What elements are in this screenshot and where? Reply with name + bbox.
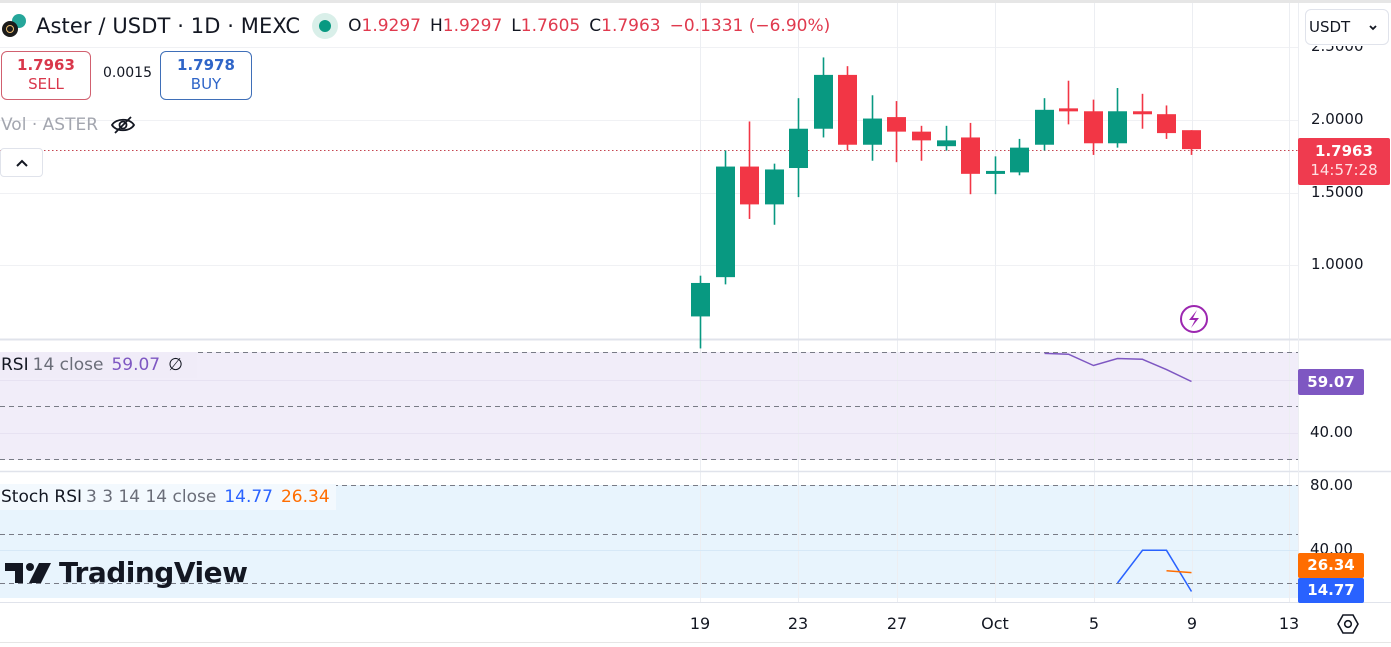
time-axis-label: 13 [1278, 614, 1300, 633]
candle [1084, 99, 1103, 155]
buy-button[interactable]: 1.7978 BUY [160, 51, 252, 100]
rsi-value-badge: 59.07 [1298, 369, 1364, 395]
rsi-name: RSI [1, 355, 29, 375]
rsi-axis-label: 40.00 [1310, 423, 1353, 441]
collapse-legend-button[interactable] [0, 148, 43, 177]
candle [691, 275, 710, 349]
candle [1108, 87, 1127, 148]
candlestick-series [691, 57, 1201, 349]
candle [1182, 130, 1201, 155]
open-label: O [348, 16, 362, 36]
low-value: 1.7605 [520, 16, 581, 36]
volume-legend[interactable]: Vol · ASTER [1, 115, 136, 135]
rsi-legend[interactable]: RSI 14 close 59.07 ∅ [0, 352, 197, 378]
candle [912, 125, 931, 161]
price-axis-label: 2.5000 [1311, 37, 1364, 55]
sell-price: 1.7963 [17, 56, 75, 74]
candle [716, 150, 735, 285]
time-axis-label: Oct [981, 614, 1009, 633]
stoch-k-line [1116, 549, 1193, 592]
candle [1059, 80, 1078, 125]
low-label: L [511, 16, 521, 36]
time-axis-label: 19 [689, 614, 711, 633]
candle [765, 163, 784, 225]
candle [887, 101, 906, 163]
open-value: 1.9297 [361, 16, 421, 36]
stoch-axis-label-80: 80.00 [1310, 476, 1353, 494]
currency-value: USDT [1309, 18, 1351, 36]
candle [961, 122, 980, 195]
aster-logo-icon [2, 11, 32, 41]
volume-label: Vol · ASTER [1, 115, 99, 135]
rsi-value: 59.07 [111, 355, 161, 375]
candle [1035, 98, 1054, 151]
spread-value: 0.0015 [103, 65, 152, 81]
high-label: H [430, 16, 443, 36]
tradingview-mark-icon [5, 562, 51, 583]
buy-price: 1.7978 [177, 56, 235, 74]
candle [1157, 105, 1176, 139]
candle [789, 98, 808, 198]
candle [1133, 93, 1152, 129]
stoch-d-badge: 26.34 [1298, 553, 1364, 578]
stoch-d-line [1166, 570, 1192, 574]
rsi-empty-value: ∅ [168, 355, 183, 375]
price-change: −0.1331 (−6.90%) [669, 16, 831, 36]
high-value: 1.9297 [442, 16, 503, 36]
top-border [0, 0, 1391, 3]
close-label: C [589, 16, 602, 36]
candle [986, 156, 1005, 195]
close-value: 1.7963 [601, 16, 661, 36]
sell-button[interactable]: 1.7963 SELL [1, 51, 91, 100]
candle [814, 57, 833, 138]
tradingview-logo[interactable]: TradingView [5, 556, 248, 589]
eye-off-icon[interactable] [110, 115, 136, 135]
bottom-border [0, 642, 1391, 643]
stoch-k-value: 14.77 [224, 487, 273, 507]
rsi-params: 14 close [32, 355, 104, 375]
market-open-status-icon[interactable] [312, 13, 339, 39]
sell-label: SELL [28, 75, 64, 93]
symbol-title[interactable]: Aster / USDT · 1D · MEXC [36, 14, 301, 38]
price-axis-label: 2.0000 [1311, 110, 1364, 128]
symbol-legend: Aster / USDT · 1D · MEXC O 1.9297 H 1.9297… [0, 10, 830, 42]
ohlc-values: O 1.9297 H 1.9297 L 1.7605 C 1.7963 −0.1331 … [348, 16, 830, 36]
candle [1010, 138, 1029, 176]
candle [863, 95, 882, 161]
time-axis-label: 9 [1186, 614, 1198, 633]
last-price-badge: 1.7963 14:57:28 [1298, 138, 1390, 185]
time-axis-label: 27 [886, 614, 908, 633]
buy-label: BUY [190, 75, 222, 93]
stoch-rsi-name: Stoch RSI [1, 487, 82, 507]
stoch-d-value: 26.34 [280, 487, 330, 507]
bar-countdown: 14:57:28 [1310, 161, 1378, 179]
time-axis-label: 5 [1088, 614, 1100, 633]
chevron-down-icon [1369, 24, 1377, 30]
chevron-up-icon [15, 159, 28, 167]
price-axis-label: 1.0000 [1311, 255, 1364, 273]
stoch-rsi-params: 3 3 14 14 close [86, 487, 217, 507]
currency-select[interactable]: USDT [1305, 9, 1389, 45]
candle [937, 125, 956, 151]
settings-icon[interactable] [1336, 612, 1360, 636]
tradingview-logo-text: TradingView [59, 556, 248, 589]
candle [740, 121, 759, 219]
candle [838, 66, 857, 151]
last-price: 1.7963 [1315, 142, 1373, 160]
rsi-line [1044, 352, 1192, 383]
time-axis-label: 23 [787, 614, 809, 633]
stoch-k-badge: 14.77 [1298, 578, 1364, 603]
stoch-rsi-legend[interactable]: Stoch RSI 3 3 14 14 close 14.77 26.34 [0, 484, 336, 510]
lightning-icon[interactable] [1180, 305, 1208, 333]
price-axis-label: 1.5000 [1311, 183, 1364, 201]
